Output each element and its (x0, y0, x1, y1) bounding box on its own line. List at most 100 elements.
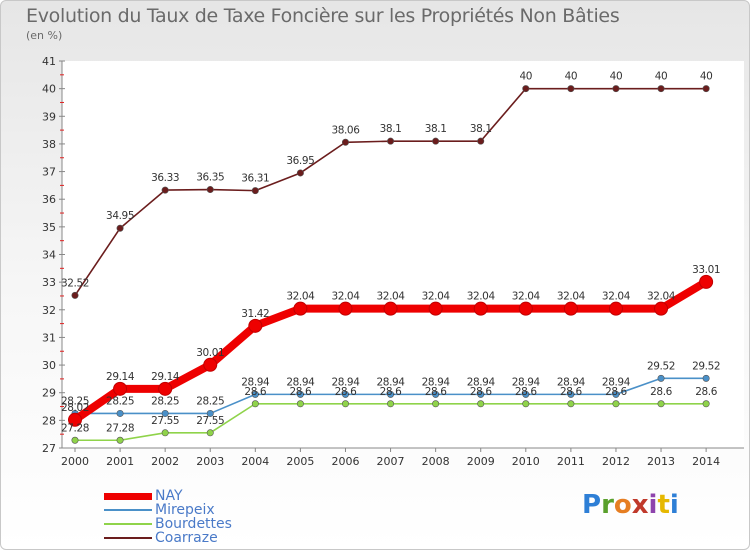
data-point-nay (608, 301, 623, 316)
legend-swatch-nay (104, 492, 152, 500)
data-label-mirepeix: 29.52 (692, 360, 720, 372)
x-tick-label: 2006 (331, 455, 359, 468)
data-label-mirepeix: 28.25 (196, 395, 224, 407)
data-point-mirepeix (567, 390, 575, 398)
proxiti-logo: Proxiti (582, 490, 679, 520)
data-label-mirepeix: 28.94 (286, 376, 315, 388)
data-point-coarraze (657, 85, 665, 93)
data-point-mirepeix (251, 390, 259, 398)
data-point-coarraze (116, 224, 124, 232)
data-label-coarraze: 40 (520, 71, 533, 83)
data-point-coarraze (251, 187, 259, 195)
data-point-bourdettes (567, 400, 575, 408)
data-point-nay (113, 381, 128, 396)
logo-letter: o (613, 490, 632, 520)
logo-letter: t (657, 490, 670, 520)
data-label-bourdettes: 27.55 (151, 415, 179, 427)
x-tick-label: 2004 (241, 455, 269, 468)
data-point-nay (654, 301, 669, 316)
data-label-coarraze: 40 (610, 71, 623, 83)
data-point-nay (293, 301, 308, 316)
chart-title: Evolution du Taux de Taxe Foncière sur l… (26, 5, 620, 27)
data-label-coarraze: 38.1 (470, 123, 492, 135)
x-tick-label: 2001 (106, 455, 134, 468)
data-point-nay (383, 301, 398, 316)
data-point-coarraze (522, 85, 530, 93)
data-label-mirepeix: 28.25 (106, 395, 134, 407)
data-label-mirepeix: 28.94 (467, 376, 496, 388)
y-tick-label: 30 (42, 359, 56, 372)
logo-letter: x (631, 490, 649, 520)
y-tick-label: 29 (42, 387, 56, 400)
data-label-nay: 32.04 (422, 291, 451, 303)
data-label-coarraze: 38.1 (425, 123, 447, 135)
data-label-nay: 32.04 (512, 291, 541, 303)
data-point-bourdettes (71, 436, 79, 444)
data-point-coarraze (206, 186, 214, 194)
x-tick-label: 2002 (151, 455, 179, 468)
data-label-mirepeix: 28.25 (61, 395, 89, 407)
data-label-mirepeix: 28.94 (331, 376, 360, 388)
legend-swatch-bourdettes (104, 523, 152, 525)
data-point-mirepeix (477, 390, 485, 398)
data-point-coarraze (161, 186, 169, 194)
data-point-bourdettes (657, 400, 665, 408)
data-label-bourdettes: 28.6 (335, 386, 357, 398)
legend-item-bourdettes: Bourdettes (104, 517, 232, 531)
data-point-mirepeix (612, 390, 620, 398)
data-point-nay (518, 301, 533, 316)
legend-label-coarraze: Coarraze (155, 530, 218, 546)
data-point-mirepeix (296, 390, 304, 398)
data-point-coarraze (432, 137, 440, 145)
data-point-mirepeix (657, 374, 665, 382)
data-label-bourdettes: 28.6 (605, 386, 627, 398)
data-point-bourdettes (477, 400, 485, 408)
data-point-nay (158, 381, 173, 396)
data-point-coarraze (71, 291, 79, 299)
data-label-bourdettes: 27.28 (61, 422, 89, 434)
data-label-mirepeix: 28.94 (422, 376, 451, 388)
data-label-nay: 32.04 (331, 291, 360, 303)
data-label-bourdettes: 28.6 (380, 386, 402, 398)
y-tick-label: 34 (42, 249, 56, 262)
legend-swatch-coarraze (104, 537, 152, 539)
y-tick-label: 32 (42, 304, 56, 317)
data-label-bourdettes: 27.28 (106, 422, 134, 434)
data-label-bourdettes: 28.6 (650, 386, 672, 398)
legend-item-mirepeix: Mirepeix (104, 503, 215, 517)
x-tick-label: 2000 (61, 455, 89, 468)
data-point-coarraze (612, 85, 620, 93)
legend-item-coarraze: Coarraze (104, 531, 218, 545)
data-point-bourdettes (296, 400, 304, 408)
data-label-nay: 32.04 (377, 291, 406, 303)
legend-label-bourdettes: Bourdettes (155, 516, 232, 532)
data-label-nay: 32.04 (467, 291, 496, 303)
data-point-mirepeix (702, 374, 710, 382)
data-point-coarraze (341, 138, 349, 146)
y-tick-label: 35 (42, 221, 56, 234)
data-point-coarraze (702, 85, 710, 93)
data-point-bourdettes (522, 400, 530, 408)
data-label-nay: 32.04 (286, 291, 315, 303)
data-label-bourdettes: 28.6 (695, 386, 717, 398)
data-label-nay: 33.01 (692, 264, 720, 276)
x-tick-label: 2007 (377, 455, 405, 468)
data-point-mirepeix (206, 409, 214, 417)
data-label-bourdettes: 28.6 (244, 386, 266, 398)
y-tick-label: 38 (42, 138, 56, 151)
x-tick-label: 2012 (602, 455, 630, 468)
data-point-nay (428, 301, 443, 316)
x-tick-label: 2010 (512, 455, 540, 468)
x-tick-label: 2011 (557, 455, 585, 468)
logo-letter: P (582, 490, 602, 520)
logo-letter: r (601, 490, 614, 520)
y-tick-label: 33 (42, 276, 56, 289)
data-label-nay: 32.04 (647, 291, 676, 303)
data-label-nay: 28.02 (61, 402, 89, 414)
logo-letter: i (669, 490, 679, 520)
data-label-mirepeix: 29.52 (647, 360, 675, 372)
data-point-mirepeix (522, 390, 530, 398)
y-tick-label: 37 (42, 166, 56, 179)
data-point-nay (473, 301, 488, 316)
legend-swatch-mirepeix (104, 509, 152, 511)
